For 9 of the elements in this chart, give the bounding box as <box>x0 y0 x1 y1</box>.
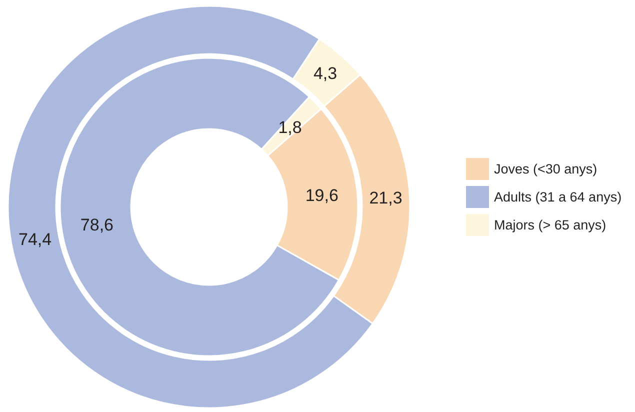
data-label: 19,6 <box>305 186 338 205</box>
legend-label: Majors (> 65 anys) <box>494 218 606 232</box>
legend-label: Adults (31 a 64 anys) <box>494 190 622 204</box>
data-label: 74,4 <box>18 230 52 250</box>
data-label: 1,8 <box>278 118 302 138</box>
legend-label: Joves (<30 anys) <box>494 162 598 176</box>
data-label: 78,6 <box>80 216 114 235</box>
data-label: 4,3 <box>313 64 338 84</box>
data-label: 21,3 <box>369 188 402 208</box>
